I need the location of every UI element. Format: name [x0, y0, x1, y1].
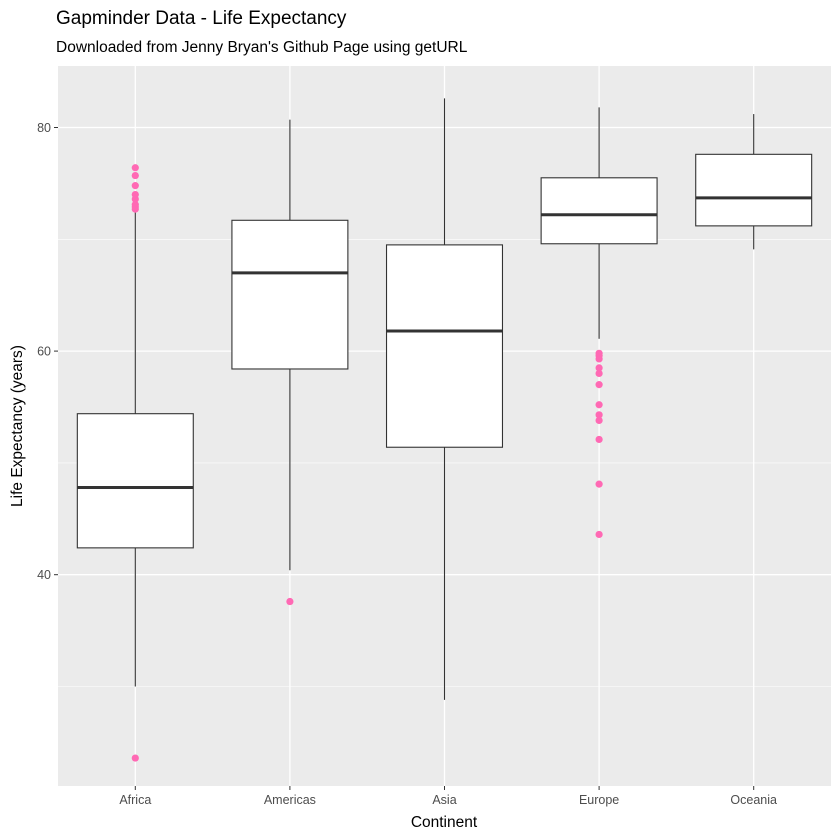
- outlier-point: [595, 349, 603, 357]
- outlier-point: [595, 364, 603, 372]
- outlier-point: [595, 401, 603, 409]
- iqr-box: [231, 219, 349, 370]
- y-tick-label: 60: [37, 345, 51, 359]
- outlier-point: [131, 754, 139, 762]
- x-tick-label: Americas: [264, 793, 316, 807]
- outlier-point: [595, 411, 603, 419]
- outlier-point: [131, 164, 139, 172]
- iqr-box: [385, 244, 504, 448]
- box-africa: [76, 164, 194, 762]
- x-tick-label: Europe: [579, 793, 619, 807]
- outlier-point: [595, 480, 603, 488]
- outlier-point: [595, 369, 603, 378]
- box-oceania: [695, 114, 813, 250]
- x-tick-label: Oceania: [730, 793, 777, 807]
- outlier-point: [131, 171, 139, 180]
- box-asia: [385, 98, 504, 700]
- box-americas: [231, 119, 349, 606]
- outlier-point: [595, 530, 603, 539]
- outlier-point: [131, 190, 139, 199]
- x-tick-label: Asia: [432, 793, 456, 807]
- y-tick-label: 40: [37, 568, 51, 582]
- box-series: [76, 98, 813, 762]
- chart-title: Gapminder Data - Life Expectancy: [56, 8, 347, 29]
- y-tick-label: 80: [37, 121, 51, 135]
- box-europe: [540, 107, 658, 539]
- x-axis-title: Continent: [411, 814, 478, 831]
- outlier-point: [131, 182, 139, 190]
- chart-subtitle: Downloaded from Jenny Bryan's Github Pag…: [56, 39, 468, 56]
- outlier-point: [595, 435, 603, 444]
- iqr-box: [76, 413, 194, 549]
- x-tick-label: Africa: [119, 793, 151, 807]
- y-axis-ticks: 40 60 80: [37, 121, 58, 582]
- y-axis-title: Life Expectancy (years): [9, 345, 26, 507]
- outlier-point: [131, 201, 139, 209]
- x-axis-ticks: Africa Americas Asia Europe Oceania: [119, 786, 777, 807]
- outlier-point: [595, 381, 603, 389]
- outlier-point: [286, 597, 294, 606]
- iqr-box: [540, 177, 658, 245]
- outlier-point: [595, 416, 603, 425]
- iqr-box: [695, 153, 813, 227]
